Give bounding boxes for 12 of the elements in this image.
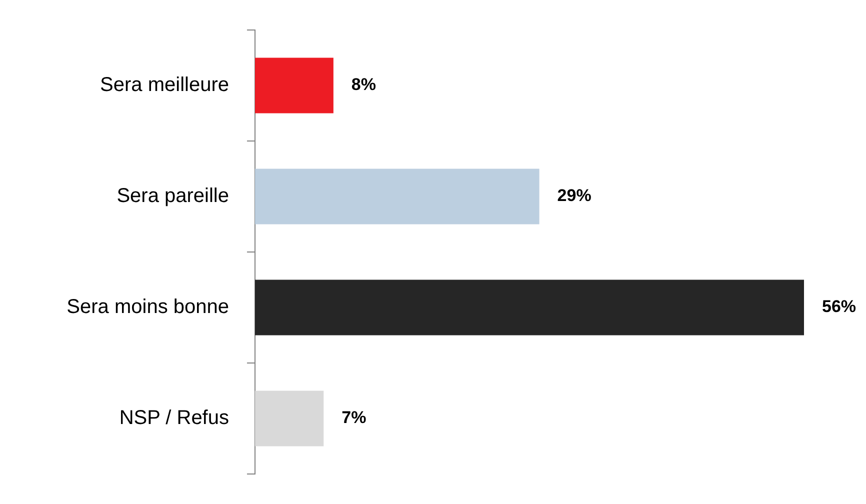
bar — [255, 390, 324, 446]
bar — [255, 168, 540, 224]
bar — [255, 280, 804, 336]
data-label: 8% — [351, 75, 376, 94]
bar — [255, 58, 334, 114]
y-tick-label: Sera moins bonne — [66, 296, 229, 318]
data-label: 56% — [822, 297, 856, 316]
y-tick-label: Sera meilleure — [100, 74, 229, 96]
y-tick-label: Sera pareille — [116, 185, 229, 208]
data-label: 7% — [342, 408, 366, 428]
data-label: 29% — [557, 186, 592, 206]
y-tick-label: NSP / Refus — [119, 407, 229, 430]
